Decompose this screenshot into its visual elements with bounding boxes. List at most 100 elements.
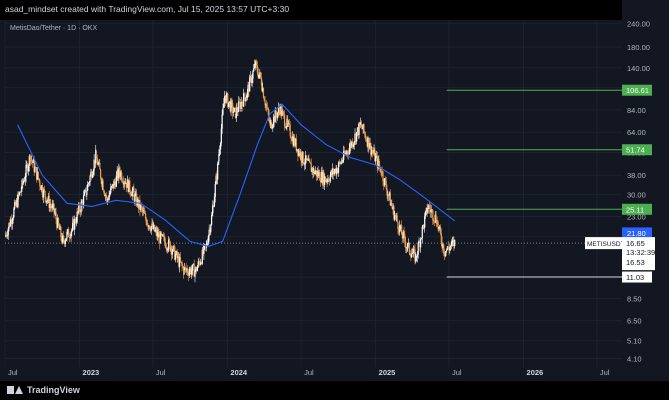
candle-body <box>186 269 188 271</box>
candle-body <box>87 184 89 191</box>
candle-body <box>398 229 400 233</box>
symbol-tag-bg <box>585 237 622 250</box>
candle-body <box>159 232 162 244</box>
candle-body <box>168 239 171 242</box>
candle-body <box>43 189 45 191</box>
candle-body <box>228 102 230 107</box>
candle-body <box>401 234 404 239</box>
candle-body <box>193 264 195 277</box>
candle-body <box>231 100 233 103</box>
candle-body <box>416 254 419 257</box>
y-tick-label: 30.00 <box>627 191 646 200</box>
candle-body <box>14 202 17 206</box>
candle-body <box>287 123 290 124</box>
candle-body <box>102 180 104 191</box>
candle-body <box>23 180 26 182</box>
candle-body <box>383 181 385 186</box>
candle-body <box>10 219 12 227</box>
candle-body <box>42 189 44 198</box>
candle-body <box>435 214 437 223</box>
candle-body <box>243 93 245 107</box>
candle-body <box>438 227 440 229</box>
candle-body <box>315 170 317 173</box>
candle-body <box>71 229 73 233</box>
candle-body <box>280 106 282 116</box>
candle-body <box>334 168 336 172</box>
candle-body <box>353 141 355 145</box>
candle-body <box>418 242 420 243</box>
candle-body <box>174 254 177 260</box>
candle-body <box>305 155 308 160</box>
candle-body <box>436 222 438 227</box>
candle-body <box>219 143 222 150</box>
footer-bar: TradingView <box>0 381 669 400</box>
candle-body <box>414 249 416 262</box>
candle-body <box>433 220 435 222</box>
candle-body <box>200 262 202 265</box>
candle-body <box>260 72 262 78</box>
candle-body <box>258 74 260 78</box>
candle-body <box>422 224 424 227</box>
candle-body <box>392 206 394 210</box>
candle-body <box>96 158 98 165</box>
candle-body <box>342 160 344 162</box>
candle-body <box>108 195 110 200</box>
candle-body <box>212 204 214 214</box>
y-tick-label: 4.10 <box>627 355 642 364</box>
candle-body <box>142 210 144 212</box>
candle-body <box>339 162 342 164</box>
candle-body <box>415 254 417 262</box>
candle-body <box>82 195 85 206</box>
candle-body <box>111 184 113 187</box>
candle-body <box>118 167 120 179</box>
candle-body <box>399 228 401 229</box>
candle-body <box>155 229 157 231</box>
candle-body <box>345 153 347 154</box>
candle-body <box>114 181 117 187</box>
candle-body <box>247 89 249 96</box>
candle-body <box>191 270 193 275</box>
candle-body <box>393 206 395 220</box>
candle-body <box>293 137 295 146</box>
candle-body <box>340 161 342 164</box>
candle-body <box>209 229 211 233</box>
candle-body <box>196 270 198 272</box>
candle-body <box>425 207 427 212</box>
tradingview-logo[interactable]: TradingView <box>7 385 80 395</box>
candle-body <box>103 190 105 193</box>
candle-body <box>449 247 451 251</box>
candle-body <box>180 261 182 263</box>
candle-body <box>309 161 312 164</box>
candle-body <box>27 164 29 172</box>
candle-body <box>124 182 126 184</box>
attribution-text: asad_mindset created with TradingView.co… <box>5 4 290 14</box>
level-label: 25.11 <box>626 205 644 214</box>
candle-body <box>136 193 138 206</box>
candle-body <box>46 200 48 203</box>
candle-body <box>402 231 404 239</box>
price-chart[interactable]: 240.00180.00140.00110.0084.0064.0050.003… <box>0 0 669 381</box>
candle-body <box>251 78 253 83</box>
candle-body <box>59 227 61 230</box>
candle-body <box>58 224 60 230</box>
candle-body <box>162 234 164 237</box>
candle-body <box>318 172 320 177</box>
candle-body <box>18 193 20 196</box>
candle-body <box>413 248 415 250</box>
candle-body <box>301 151 303 163</box>
candle-body <box>5 234 7 237</box>
x-tick-label: Jul <box>452 368 462 377</box>
candle-body <box>181 262 183 267</box>
candle-body <box>271 127 273 129</box>
candle-body <box>337 168 339 173</box>
candle-body <box>177 256 179 259</box>
candle-body <box>419 242 421 248</box>
candle-body <box>149 225 151 229</box>
candle-body <box>380 172 382 176</box>
candle-body <box>26 164 28 166</box>
candle-body <box>206 244 208 247</box>
candle-body <box>436 220 438 222</box>
candle-body <box>37 171 39 179</box>
candle-body <box>130 194 132 197</box>
